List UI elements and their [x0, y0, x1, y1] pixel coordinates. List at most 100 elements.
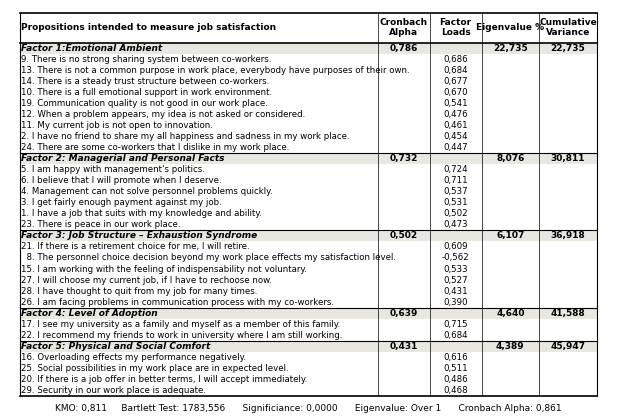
Text: 0,473: 0,473: [443, 220, 468, 229]
Bar: [20, 120, 597, 131]
Bar: [20, 186, 597, 197]
Text: 0,431: 0,431: [389, 342, 418, 351]
Text: 5. I am happy with management's politics.: 5. I am happy with management's politics…: [22, 165, 205, 174]
Bar: [20, 13, 597, 43]
Text: KMO: 0,811     Bartlett Test: 1783,556      Significiance: 0,0000      Eigenvalu: KMO: 0,811 Bartlett Test: 1783,556 Signi…: [55, 404, 562, 413]
Text: 0,609: 0,609: [444, 243, 468, 251]
Text: 4. Management can not solve personnel problems quickly.: 4. Management can not solve personnel pr…: [22, 187, 273, 196]
Bar: [20, 153, 597, 164]
Text: 45,947: 45,947: [550, 342, 586, 351]
Text: 0,468: 0,468: [443, 386, 468, 395]
Text: 0,684: 0,684: [443, 331, 468, 340]
Text: Factor 1:Emotional Ambient: Factor 1:Emotional Ambient: [22, 44, 162, 53]
Bar: [20, 87, 597, 98]
Bar: [20, 76, 597, 87]
Text: 4,389: 4,389: [496, 342, 524, 351]
Text: 6. I believe that I will promote when I deserve.: 6. I believe that I will promote when I …: [22, 176, 222, 185]
Text: 30,811: 30,811: [551, 154, 586, 163]
Text: 8. The personnel choice decision beyond my work place effects my satisfaction le: 8. The personnel choice decision beyond …: [22, 253, 396, 262]
Text: 0,684: 0,684: [443, 66, 468, 75]
Text: 0,533: 0,533: [443, 264, 468, 274]
Text: 0,541: 0,541: [443, 99, 468, 108]
Text: 4,640: 4,640: [496, 309, 524, 318]
Bar: [20, 65, 597, 76]
Bar: [20, 142, 597, 153]
Text: 10. There is a full emotional support in work environment.: 10. There is a full emotional support in…: [22, 88, 273, 97]
Text: 29. Security in our work place is adequate.: 29. Security in our work place is adequa…: [22, 386, 206, 395]
Text: 0,670: 0,670: [443, 88, 468, 97]
Text: 0,639: 0,639: [389, 309, 418, 318]
Text: 0,511: 0,511: [443, 364, 468, 373]
Text: Factor
Loads: Factor Loads: [439, 18, 471, 37]
Bar: [20, 363, 597, 374]
Bar: [20, 274, 597, 286]
Text: 0,390: 0,390: [444, 297, 468, 307]
Bar: [20, 175, 597, 186]
Bar: [20, 341, 597, 352]
Text: 15. I am working with the feeling of indispensability not voluntary.: 15. I am working with the feeling of ind…: [22, 264, 307, 274]
Bar: [20, 308, 597, 319]
Bar: [20, 43, 597, 54]
Text: 14. There is a steady trust structure between co-workers.: 14. There is a steady trust structure be…: [22, 77, 270, 86]
Text: 9. There is no strong sharing system between co-workers.: 9. There is no strong sharing system bet…: [22, 55, 271, 64]
Text: 0,732: 0,732: [389, 154, 418, 163]
Bar: [20, 197, 597, 208]
Text: 0,454: 0,454: [443, 132, 468, 141]
Text: 20. If there is a job offer in better terms, I will accept immediately.: 20. If there is a job offer in better te…: [22, 375, 308, 384]
Text: Factor 4: Level of Adoption: Factor 4: Level of Adoption: [22, 309, 158, 318]
Text: 0,486: 0,486: [443, 375, 468, 384]
Bar: [20, 264, 597, 274]
Bar: [20, 374, 597, 385]
Text: Factor 5: Physical and Social Comfort: Factor 5: Physical and Social Comfort: [22, 342, 210, 351]
Text: Factor 2: Managerial and Personal Facts: Factor 2: Managerial and Personal Facts: [22, 154, 225, 163]
Text: 0,461: 0,461: [443, 121, 468, 130]
Bar: [20, 286, 597, 297]
Text: 0,527: 0,527: [443, 276, 468, 285]
Text: 0,537: 0,537: [443, 187, 468, 196]
Text: 25. Social possibilities in my work place are in expected level.: 25. Social possibilities in my work plac…: [22, 364, 289, 373]
Text: -0,562: -0,562: [442, 253, 470, 262]
Text: 24. There are some co-workers that I dislike in my work place.: 24. There are some co-workers that I dis…: [22, 143, 289, 152]
Text: 12. When a problem appears, my idea is not asked or considered.: 12. When a problem appears, my idea is n…: [22, 110, 305, 119]
Text: 0,502: 0,502: [443, 210, 468, 218]
Text: 0,724: 0,724: [443, 165, 468, 174]
Text: 3. I get fairly enough payment against my job.: 3. I get fairly enough payment against m…: [22, 198, 222, 207]
Text: 22,735: 22,735: [493, 44, 528, 53]
Bar: [20, 352, 597, 363]
Text: 0,686: 0,686: [443, 55, 468, 64]
Text: 16. Overloading effects my performance negatively.: 16. Overloading effects my performance n…: [22, 353, 246, 362]
Text: 27. I will choose my current job, if I have to rechoose now.: 27. I will choose my current job, if I h…: [22, 276, 272, 285]
Text: 0,711: 0,711: [443, 176, 468, 185]
Bar: [20, 54, 597, 65]
Text: Eigenvalue %: Eigenvalue %: [476, 23, 544, 32]
Text: 11. My current job is not open to innovation.: 11. My current job is not open to innova…: [22, 121, 213, 130]
Text: 0,531: 0,531: [443, 198, 468, 207]
Text: 0,715: 0,715: [443, 320, 468, 329]
Bar: [20, 220, 597, 230]
Bar: [20, 385, 597, 396]
Bar: [20, 131, 597, 142]
Text: 41,588: 41,588: [551, 309, 586, 318]
Text: 8,076: 8,076: [496, 154, 524, 163]
Text: 22. I recommend my friends to work in university where I am still working.: 22. I recommend my friends to work in un…: [22, 331, 342, 340]
Text: 1. I have a job that suits with my knowledge and ability.: 1. I have a job that suits with my knowl…: [22, 210, 262, 218]
Bar: [20, 109, 597, 120]
Text: 0,447: 0,447: [443, 143, 468, 152]
Text: 13. There is not a common purpose in work place, everybody have purposes of thei: 13. There is not a common purpose in wor…: [22, 66, 410, 75]
Text: 0,786: 0,786: [389, 44, 418, 53]
Bar: [20, 241, 597, 253]
Text: Cumulative
Variance: Cumulative Variance: [539, 18, 597, 37]
Bar: [20, 98, 597, 109]
Bar: [20, 230, 597, 241]
Text: 6,107: 6,107: [496, 231, 524, 241]
Bar: [20, 297, 597, 308]
Text: Factor 3: Job Structure – Exhaustion Syndrome: Factor 3: Job Structure – Exhaustion Syn…: [22, 231, 257, 241]
Bar: [20, 319, 597, 330]
Text: 17. I see my university as a family and myself as a member of this family.: 17. I see my university as a family and …: [22, 320, 341, 329]
Text: 19. Communication quality is not good in our work place.: 19. Communication quality is not good in…: [22, 99, 268, 108]
Bar: [20, 208, 597, 220]
Text: Cronbach
Alpha: Cronbach Alpha: [379, 18, 428, 37]
Text: 0,476: 0,476: [443, 110, 468, 119]
Bar: [20, 253, 597, 264]
Text: 26. I am facing problems in communication process with my co-workers.: 26. I am facing problems in communicatio…: [22, 297, 334, 307]
